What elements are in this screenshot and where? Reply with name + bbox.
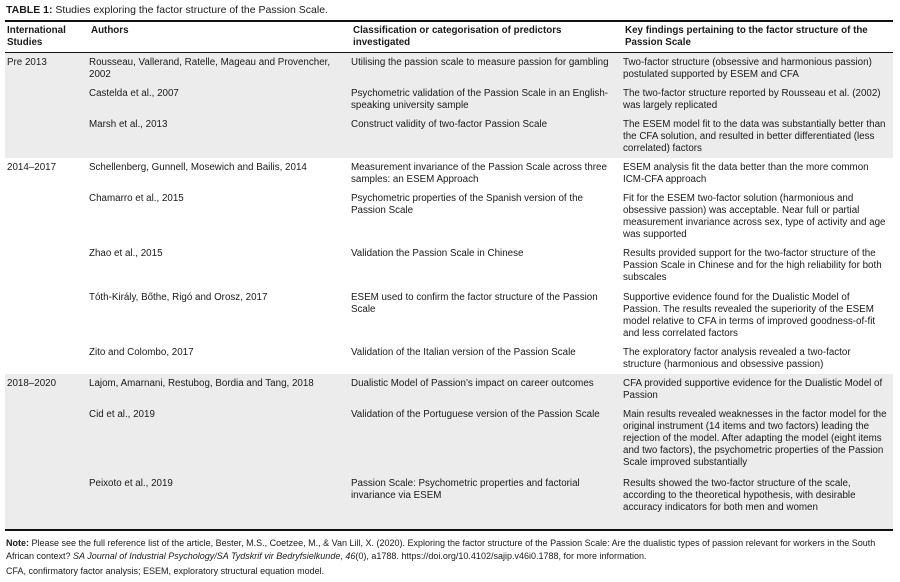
- authors-cell: Rousseau, Vallerand, Ratelle, Mageau and…: [89, 57, 331, 80]
- classification-cell: Utilising the passion scale to measure p…: [351, 57, 609, 68]
- authors-cell: Castelda et al., 2007: [89, 88, 179, 99]
- note-text: Please see the full reference list of th…: [6, 538, 876, 561]
- findings-cell: The exploratory factor analysis revealed…: [623, 347, 851, 370]
- note-label: Note:: [6, 538, 29, 548]
- table-row: Cid et al., 2019 Validation of the Portug…: [89, 405, 893, 474]
- period-label: Pre 2013: [7, 57, 47, 68]
- authors-cell: Zito and Colombo, 2017: [89, 347, 194, 358]
- note-doi: (0), a1788. https://doi.org/10.4102/saji…: [355, 551, 647, 561]
- table-row: Peixoto et al., 2019 Passion Scale: Psych…: [89, 474, 893, 529]
- table-note: Note: Please see the full reference list…: [6, 537, 896, 563]
- table-row: Rousseau, Vallerand, Ratelle, Mageau and…: [89, 53, 893, 84]
- header-authors: Authors: [91, 25, 129, 36]
- findings-cell: CFA provided supportive evidence for the…: [623, 378, 883, 401]
- table-header: International Studies Authors Classifica…: [5, 22, 893, 53]
- header-classification: Classification or categorisation of pred…: [353, 25, 562, 48]
- findings-cell: Results provided support for the two-fac…: [623, 248, 882, 283]
- classification-cell: Measurement invariance of the Passion Sc…: [351, 162, 607, 185]
- studies-table: International Studies Authors Classifica…: [5, 20, 893, 531]
- header-international-studies: International Studies: [7, 25, 66, 48]
- table-row: Lajom, Amarnani, Restubog, Bordia and Ta…: [89, 374, 893, 405]
- classification-cell: Passion Scale: Psychometric properties a…: [351, 478, 580, 501]
- table-row: Chamarro et al., 2015 Psychometric proper…: [89, 189, 893, 244]
- authors-cell: Marsh et al., 2013: [89, 119, 168, 130]
- header-key-findings: Key findings pertaining to the factor st…: [625, 25, 868, 48]
- note-sep: ,: [340, 551, 346, 561]
- classification-cell: ESEM used to confirm the factor structur…: [351, 292, 598, 315]
- classification-cell: Validation of the Portuguese version of …: [351, 409, 600, 420]
- findings-cell: The two-factor structure reported by Rou…: [623, 88, 881, 111]
- note-journal: SA Journal of Industrial Psychology/SA T…: [73, 551, 341, 561]
- authors-cell: Cid et al., 2019: [89, 409, 155, 420]
- findings-cell: ESEM analysis fit the data better than t…: [623, 162, 869, 185]
- findings-cell: Fit for the ESEM two-factor solution (ha…: [623, 193, 886, 240]
- period-group: 2014–2017 Schellenberg, Gunnell, Mosewich…: [5, 158, 893, 374]
- findings-cell: The ESEM model fit to the data was subst…: [623, 119, 886, 154]
- table-caption: TABLE 1: Studies exploring the factor st…: [6, 4, 328, 16]
- authors-cell: Tóth-Király, Bőthe, Rigó and Orosz, 2017: [89, 292, 268, 303]
- authors-cell: Lajom, Amarnani, Restubog, Bordia and Ta…: [89, 378, 314, 389]
- period-label: 2014–2017: [7, 162, 57, 173]
- period-group: Pre 2013 Rousseau, Vallerand, Ratelle, Ma…: [5, 53, 893, 158]
- authors-cell: Peixoto et al., 2019: [89, 478, 173, 489]
- classification-cell: Dualistic Model of Passion’s impact on c…: [351, 378, 594, 389]
- table-row: Marsh et al., 2013 Construct validity of …: [89, 115, 893, 158]
- table-row: Zito and Colombo, 2017 Validation of the …: [89, 343, 893, 374]
- findings-cell: Results showed the two-factor structure …: [623, 478, 856, 513]
- caption-text: Studies exploring the factor structure o…: [52, 4, 328, 16]
- classification-cell: Psychometric validation of the Passion S…: [351, 88, 609, 111]
- classification-cell: Construct validity of two-factor Passion…: [351, 119, 548, 130]
- period-label: 2018–2020: [7, 378, 57, 389]
- classification-cell: Validation the Passion Scale in Chinese: [351, 248, 524, 259]
- findings-cell: Two-factor structure (obsessive and harm…: [623, 57, 872, 80]
- authors-cell: Zhao et al., 2015: [89, 248, 163, 259]
- findings-cell: Supportive evidence found for the Dualis…: [623, 292, 876, 339]
- note-volume: 46: [345, 551, 356, 561]
- table-row: Schellenberg, Gunnell, Mosewich and Bail…: [89, 158, 893, 189]
- authors-cell: Chamarro et al., 2015: [89, 193, 184, 204]
- authors-cell: Schellenberg, Gunnell, Mosewich and Bail…: [89, 162, 307, 173]
- table-row: Castelda et al., 2007 Psychometric valida…: [89, 84, 893, 115]
- classification-cell: Psychometric properties of the Spanish v…: [351, 193, 583, 216]
- table-row: Tóth-Király, Bőthe, Rigó and Orosz, 2017…: [89, 288, 893, 343]
- table-row: Zhao et al., 2015 Validation the Passion …: [89, 244, 893, 288]
- findings-cell: Main results revealed weaknesses in the …: [623, 409, 887, 468]
- period-group: 2018–2020 Lajom, Amarnani, Restubog, Bord…: [5, 374, 893, 529]
- classification-cell: Validation of the Italian version of the…: [351, 347, 576, 358]
- caption-label: TABLE 1:: [6, 4, 53, 16]
- abbreviations: CFA, confirmatory factor analysis; ESEM,…: [6, 566, 325, 576]
